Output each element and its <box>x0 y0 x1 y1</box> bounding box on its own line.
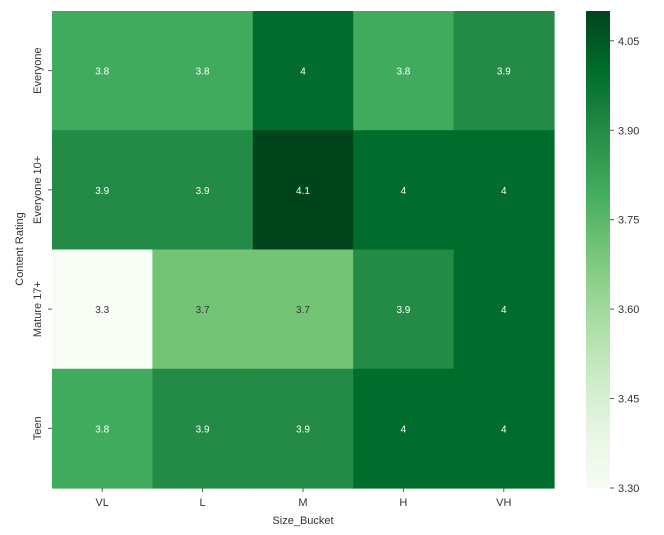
heatmap-cell <box>152 11 254 131</box>
x-axis: VL L M H VH <box>95 488 511 509</box>
cell-value-label: 4 <box>501 424 507 435</box>
x-tick-label: M <box>298 497 307 509</box>
x-tick-label: L <box>200 497 206 509</box>
heatmap-cell <box>353 368 455 489</box>
heatmap-cell <box>152 130 254 251</box>
heatmap-cell <box>453 130 555 251</box>
cell-value-label: 3.8 <box>95 67 109 78</box>
colorbar-tick-label: 3.45 <box>618 394 639 406</box>
cell-value-label: 4 <box>300 67 306 78</box>
heatmap-cell <box>252 249 354 370</box>
y-tick-label: Mature 17+ <box>32 281 44 337</box>
heatmap-cells <box>52 11 555 489</box>
heatmap-cell <box>52 130 153 251</box>
cell-value-label: 3.9 <box>396 305 410 316</box>
heatmap-cell <box>252 368 354 489</box>
x-tick-label: VH <box>496 497 511 509</box>
heatmap-cell <box>52 368 153 489</box>
colorbar-tick-label: 3.90 <box>618 125 639 137</box>
cell-value-labels: 3.8 3.8 4 3.8 3.9 3.9 3.9 4.1 4 4 3.3 3.7 3.7 3.9 4 3.8… <box>95 67 511 436</box>
y-tick-label: Everyone <box>32 47 44 93</box>
heatmap-cell <box>353 130 455 251</box>
colorbar-gradient <box>586 11 610 488</box>
cell-value-label: 3.8 <box>396 67 410 78</box>
heatmap-cell <box>252 130 354 251</box>
heatmap-cell <box>453 368 555 489</box>
cell-value-label: 4 <box>501 305 507 316</box>
y-tick-label: Everyone 10+ <box>32 156 44 224</box>
heatmap-cell <box>453 11 555 131</box>
cell-value-label: 3.7 <box>296 305 310 316</box>
cell-value-label: 4.1 <box>296 186 310 197</box>
cell-value-label: 3.9 <box>196 186 210 197</box>
y-tick-label: Teen <box>32 416 44 440</box>
y-axis-title: Content Rating <box>14 212 26 285</box>
colorbar: 3.30 3.45 3.60 3.75 3.90 4.05 <box>586 11 639 495</box>
x-tick-label: H <box>399 497 407 509</box>
heatmap-cell <box>152 249 254 370</box>
colorbar-tick-label: 3.30 <box>618 483 639 495</box>
heatmap-cell <box>453 249 555 370</box>
cell-value-label: 3.9 <box>196 424 210 435</box>
heatmap-cell <box>353 11 455 131</box>
cell-value-label: 3.9 <box>497 67 511 78</box>
heatmap-cell <box>52 249 153 370</box>
heatmap-cell <box>353 249 455 370</box>
heatmap-cell <box>252 11 354 131</box>
colorbar-tick-label: 4.05 <box>618 36 639 48</box>
heatmap-cell <box>152 368 254 489</box>
cell-value-label: 3.9 <box>95 186 109 197</box>
y-axis: Everyone Everyone 10+ Mature 17+ Teen <box>32 47 52 440</box>
cell-value-label: 4 <box>401 186 407 197</box>
cell-value-label: 4 <box>501 186 507 197</box>
x-axis-title: Size_Bucket <box>272 515 333 527</box>
heatmap-cell <box>52 11 153 131</box>
cell-value-label: 4 <box>401 424 407 435</box>
colorbar-tick-label: 3.60 <box>618 304 639 316</box>
cell-value-label: 3.8 <box>95 424 109 435</box>
x-tick-label: VL <box>95 497 108 509</box>
cell-value-label: 3.3 <box>95 305 109 316</box>
cell-value-label: 3.9 <box>296 424 310 435</box>
colorbar-tick-label: 3.75 <box>618 215 639 227</box>
cell-value-label: 3.8 <box>196 67 210 78</box>
cell-value-label: 3.7 <box>196 305 210 316</box>
